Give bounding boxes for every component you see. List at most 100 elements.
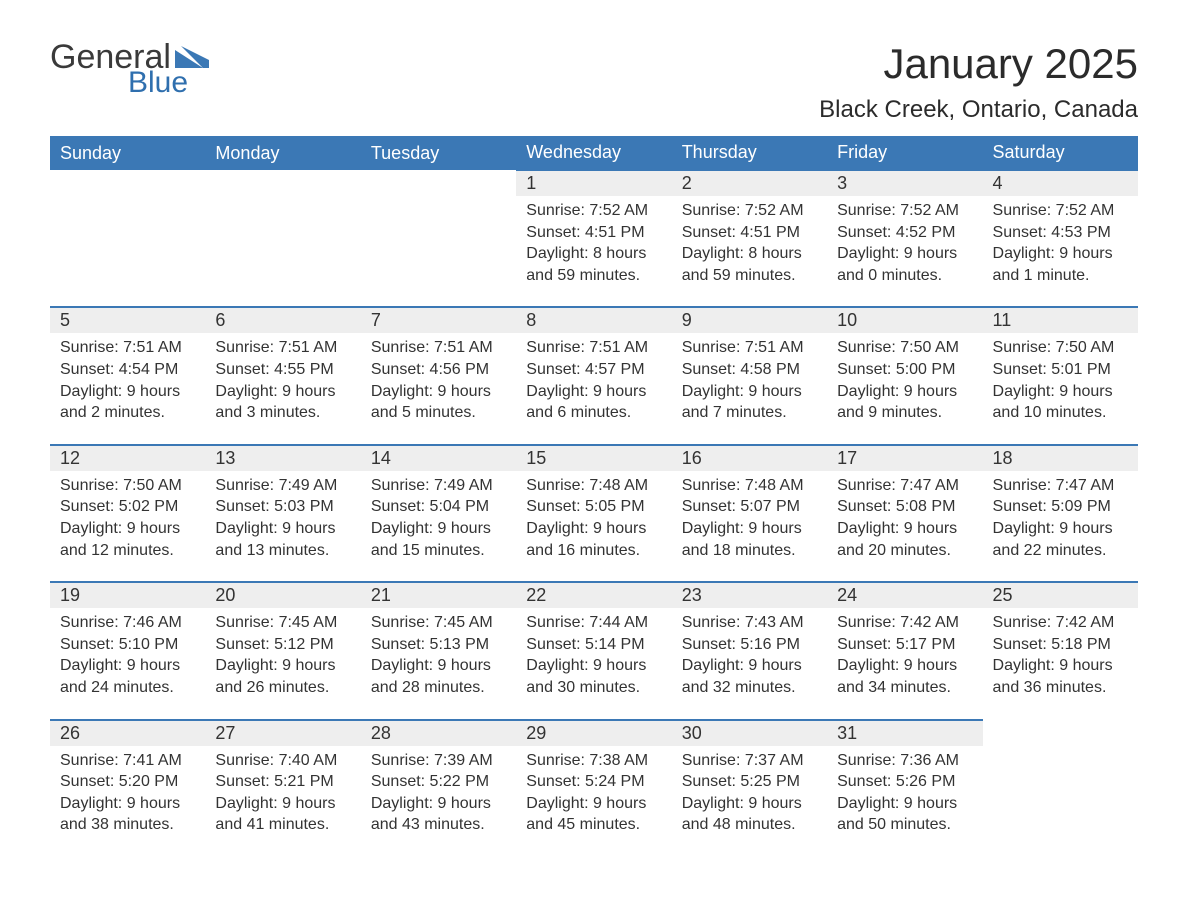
sunset-text: Sunset: 5:18 PM: [993, 634, 1128, 656]
sunrise-text: Sunrise: 7:41 AM: [60, 750, 195, 772]
day-number: 11: [983, 307, 1138, 333]
sunset-text: Sunset: 4:51 PM: [682, 222, 817, 244]
weekday-header-row: SundayMondayTuesdayWednesdayThursdayFrid…: [50, 136, 1138, 170]
empty-cell: [983, 746, 1138, 856]
sunrise-text: Sunrise: 7:42 AM: [837, 612, 972, 634]
daylight-text: and 13 minutes.: [215, 540, 350, 562]
sunset-text: Sunset: 5:04 PM: [371, 496, 506, 518]
day-cell: Sunrise: 7:50 AMSunset: 5:02 PMDaylight:…: [50, 471, 205, 582]
sunset-text: Sunset: 5:10 PM: [60, 634, 195, 656]
daylight-text: and 6 minutes.: [526, 402, 661, 424]
daylight-text: and 1 minute.: [993, 265, 1128, 287]
sunrise-text: Sunrise: 7:40 AM: [215, 750, 350, 772]
day-number: 15: [516, 445, 671, 471]
logo: General Blue: [50, 40, 209, 98]
day-number: 9: [672, 307, 827, 333]
daylight-text: Daylight: 9 hours: [682, 518, 817, 540]
day-cell: Sunrise: 7:43 AMSunset: 5:16 PMDaylight:…: [672, 608, 827, 719]
day-cell: Sunrise: 7:49 AMSunset: 5:03 PMDaylight:…: [205, 471, 360, 582]
day-cell: Sunrise: 7:39 AMSunset: 5:22 PMDaylight:…: [361, 746, 516, 856]
daylight-text: and 2 minutes.: [60, 402, 195, 424]
daylight-text: Daylight: 9 hours: [837, 793, 972, 815]
sunset-text: Sunset: 5:14 PM: [526, 634, 661, 656]
day-number: 18: [983, 445, 1138, 471]
day-number: 28: [361, 720, 516, 746]
day-body-row: Sunrise: 7:52 AM Sunset: 4:51 PM Daylight:…: [50, 196, 1138, 307]
sunrise-text: Sunrise: 7:50 AM: [60, 475, 195, 497]
day-number: 1: [516, 170, 671, 196]
daylight-text: Daylight: 8 hours: [526, 243, 661, 265]
day-cell: Sunrise: 7:52 AMSunset: 4:52 PMDaylight:…: [827, 196, 982, 307]
day-cell: Sunrise: 7:47 AMSunset: 5:09 PMDaylight:…: [983, 471, 1138, 582]
day-number: 22: [516, 582, 671, 608]
day-number: 7: [361, 307, 516, 333]
sunrise-text: Sunrise: 7:50 AM: [837, 337, 972, 359]
weekday-header: Tuesday: [361, 136, 516, 170]
sunset-text: Sunset: 4:57 PM: [526, 359, 661, 381]
day-number: 14: [361, 445, 516, 471]
day-cell: Sunrise: 7:38 AMSunset: 5:24 PMDaylight:…: [516, 746, 671, 856]
daylight-text: Daylight: 9 hours: [526, 381, 661, 403]
sunset-text: Sunset: 5:03 PM: [215, 496, 350, 518]
sunrise-text: Sunrise: 7:51 AM: [526, 337, 661, 359]
weekday-header: Friday: [827, 136, 982, 170]
sunrise-text: Sunrise: 7:52 AM: [526, 200, 661, 222]
day-number: 6: [205, 307, 360, 333]
day-number: 27: [205, 720, 360, 746]
day-number: 26: [50, 720, 205, 746]
day-number-row: 262728293031: [50, 720, 1138, 746]
daylight-text: Daylight: 9 hours: [682, 793, 817, 815]
empty-cell: [50, 196, 205, 307]
sunset-text: Sunset: 5:07 PM: [682, 496, 817, 518]
sunset-text: Sunset: 5:02 PM: [60, 496, 195, 518]
sunset-text: Sunset: 4:53 PM: [993, 222, 1128, 244]
daylight-text: and 48 minutes.: [682, 814, 817, 836]
daylight-text: Daylight: 9 hours: [993, 655, 1128, 677]
daylight-text: Daylight: 9 hours: [60, 518, 195, 540]
daylight-text: and 45 minutes.: [526, 814, 661, 836]
daylight-text: Daylight: 9 hours: [60, 655, 195, 677]
sunrise-text: Sunrise: 7:48 AM: [682, 475, 817, 497]
daylight-text: and 10 minutes.: [993, 402, 1128, 424]
day-number: 3: [827, 170, 982, 196]
day-number: 21: [361, 582, 516, 608]
sunset-text: Sunset: 4:54 PM: [60, 359, 195, 381]
daylight-text: and 9 minutes.: [837, 402, 972, 424]
daylight-text: and 59 minutes.: [526, 265, 661, 287]
day-cell: Sunrise: 7:49 AMSunset: 5:04 PMDaylight:…: [361, 471, 516, 582]
daylight-text: and 43 minutes.: [371, 814, 506, 836]
daylight-text: and 30 minutes.: [526, 677, 661, 699]
sunset-text: Sunset: 5:12 PM: [215, 634, 350, 656]
day-cell: Sunrise: 7:47 AMSunset: 5:08 PMDaylight:…: [827, 471, 982, 582]
sunrise-text: Sunrise: 7:50 AM: [993, 337, 1128, 359]
daylight-text: and 59 minutes.: [682, 265, 817, 287]
daylight-text: and 26 minutes.: [215, 677, 350, 699]
day-cell: Sunrise: 7:37 AMSunset: 5:25 PMDaylight:…: [672, 746, 827, 856]
day-number-row: 12131415161718: [50, 445, 1138, 471]
day-body-row: Sunrise: 7:50 AMSunset: 5:02 PMDaylight:…: [50, 471, 1138, 582]
daylight-text: and 22 minutes.: [993, 540, 1128, 562]
sunrise-text: Sunrise: 7:43 AM: [682, 612, 817, 634]
daylight-text: and 16 minutes.: [526, 540, 661, 562]
sunset-text: Sunset: 5:20 PM: [60, 771, 195, 793]
daylight-text: Daylight: 9 hours: [60, 381, 195, 403]
sunrise-text: Sunrise: 7:36 AM: [837, 750, 972, 772]
daylight-text: and 32 minutes.: [682, 677, 817, 699]
daylight-text: Daylight: 9 hours: [371, 381, 506, 403]
day-cell: Sunrise: 7:51 AMSunset: 4:54 PMDaylight:…: [50, 333, 205, 444]
daylight-text: and 24 minutes.: [60, 677, 195, 699]
daylight-text: Daylight: 9 hours: [215, 518, 350, 540]
day-number: 8: [516, 307, 671, 333]
day-number: 13: [205, 445, 360, 471]
day-number: 16: [672, 445, 827, 471]
day-number: 12: [50, 445, 205, 471]
sunrise-text: Sunrise: 7:46 AM: [60, 612, 195, 634]
empty-cell: [205, 170, 360, 196]
daylight-text: Daylight: 9 hours: [993, 243, 1128, 265]
daylight-text: and 5 minutes.: [371, 402, 506, 424]
daylight-text: Daylight: 9 hours: [837, 655, 972, 677]
sunset-text: Sunset: 5:25 PM: [682, 771, 817, 793]
daylight-text: and 20 minutes.: [837, 540, 972, 562]
daylight-text: and 12 minutes.: [60, 540, 195, 562]
weekday-header: Sunday: [50, 136, 205, 170]
